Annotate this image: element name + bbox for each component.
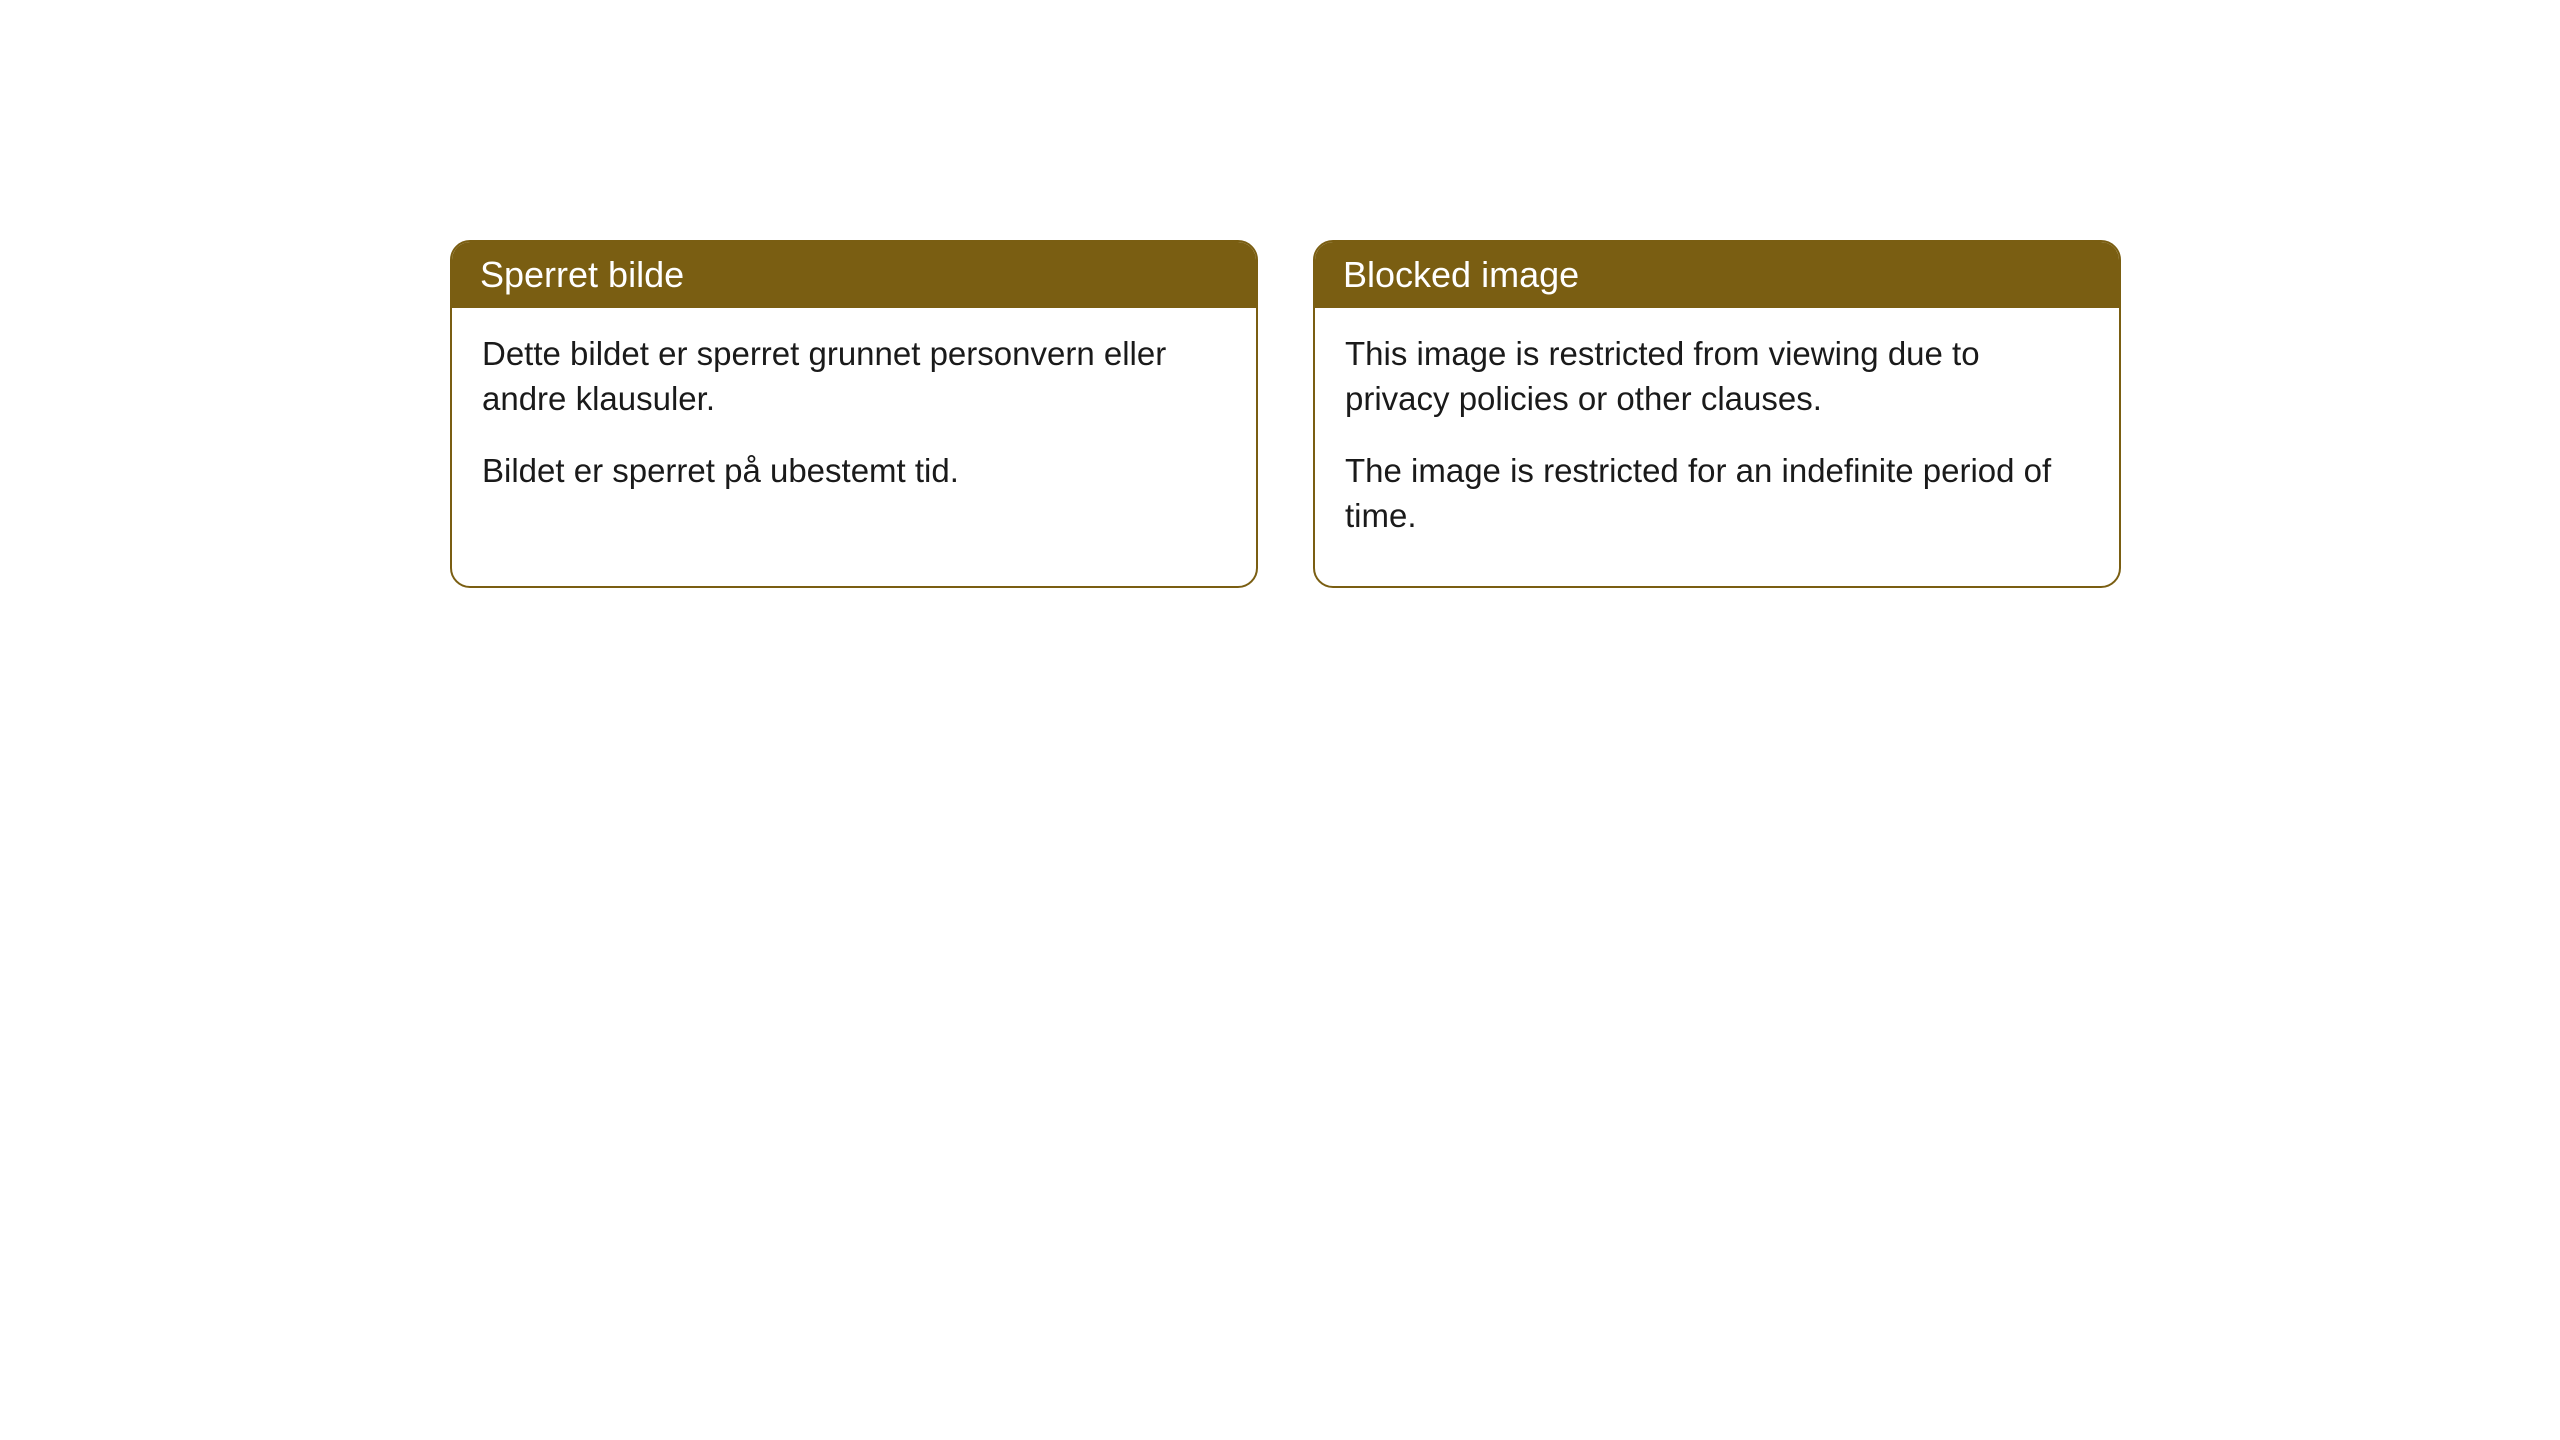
card-header: Sperret bilde — [452, 242, 1256, 308]
cards-container: Sperret bilde Dette bildet er sperret gr… — [450, 240, 2121, 588]
card-body: This image is restricted from viewing du… — [1315, 308, 2119, 586]
blocked-image-card-english: Blocked image This image is restricted f… — [1313, 240, 2121, 588]
card-header: Blocked image — [1315, 242, 2119, 308]
card-paragraph-1: This image is restricted from viewing du… — [1345, 332, 2089, 421]
blocked-image-card-norwegian: Sperret bilde Dette bildet er sperret gr… — [450, 240, 1258, 588]
card-paragraph-2: The image is restricted for an indefinit… — [1345, 449, 2089, 538]
card-paragraph-1: Dette bildet er sperret grunnet personve… — [482, 332, 1226, 421]
card-body: Dette bildet er sperret grunnet personve… — [452, 308, 1256, 542]
card-paragraph-2: Bildet er sperret på ubestemt tid. — [482, 449, 1226, 494]
